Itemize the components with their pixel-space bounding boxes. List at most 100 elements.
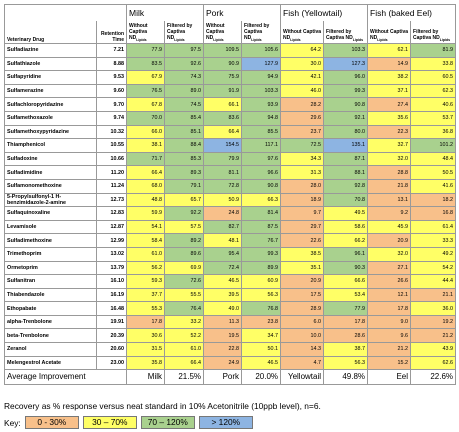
recovery: 65.7 (163, 192, 205, 208)
data-row: Ethopabate 16.48 55.3 76.4 49.0 76.8 28.9 77.9 1… (4, 301, 457, 316)
recovery: 103.3 (241, 83, 282, 99)
drug-name: Thiabendazole (4, 287, 97, 303)
retention-time: 23.00 (96, 355, 127, 371)
recovery: 70.8 (323, 192, 369, 208)
recovery: 76.4 (163, 301, 205, 316)
retention-time: 7.21 (96, 43, 127, 58)
recovery: 39.5 (203, 287, 243, 303)
recovery: 71.7 (126, 151, 165, 167)
recovery: 28.0 (280, 178, 325, 194)
recovery: 17.8 (126, 314, 165, 330)
recovery: 66.0 (126, 124, 165, 140)
recovery: 154.5 (203, 138, 243, 153)
recovery: 4.7 (280, 355, 325, 371)
recovery: 18.9 (280, 192, 325, 208)
recovery: 89.3 (163, 165, 205, 180)
drug-name: Thiamphenicol (4, 138, 97, 153)
recovery: 52.2 (163, 328, 205, 344)
recovery: 91.9 (203, 83, 243, 99)
retention-time: 10.66 (96, 151, 127, 167)
average-value: 22.6% (410, 369, 457, 386)
recovery: 58.6 (323, 219, 369, 235)
recovery: 58.4 (126, 233, 165, 248)
drug-name: Ethopabate (4, 301, 97, 316)
recovery: 10.0 (280, 328, 325, 344)
retention-time: 12.87 (96, 219, 127, 235)
recovery: 54.2 (410, 260, 457, 276)
recovery: 61.4 (410, 219, 457, 235)
drug-name: Sulfadimethoxine (4, 233, 97, 248)
recovery: 20.9 (280, 274, 325, 289)
recovery: 38.1 (126, 138, 165, 153)
recovery: 19.5 (203, 328, 243, 344)
data-row: Sulfadimidine 11.20 66.4 89.3 81.1 96.6 31.3 88… (4, 165, 457, 180)
recovery: 43.9 (410, 342, 457, 357)
drug-name: Melengestrol Acetate (4, 355, 97, 371)
sub-text: Without Captiva ND (283, 29, 322, 41)
recovery: 79.9 (203, 151, 243, 167)
recovery: 77.9 (323, 301, 369, 316)
recovery: 29.7 (280, 219, 325, 235)
recovery-table: Milk Pork Fish (Yellowtail) Fish (baked Eel… (4, 4, 457, 386)
recovery: 38.2 (367, 70, 412, 85)
recovery: 20.9 (367, 233, 412, 248)
drug-name: Sulfadoxine (4, 151, 97, 167)
recovery: 23.8 (241, 314, 282, 330)
recovery: 27.4 (367, 97, 412, 112)
recovery: 92.1 (323, 110, 369, 126)
recovery: 68.0 (126, 178, 165, 194)
recovery: 36.0 (410, 301, 457, 316)
data-row: Sulfathiazole 8.88 83.5 92.6 90.9 127.9 30.0 12… (4, 56, 457, 72)
recovery: 49.5 (323, 206, 369, 221)
drug-name: Sulfapyridine (4, 70, 97, 85)
recovery: 89.6 (163, 246, 205, 262)
recovery: 72.4 (203, 260, 243, 276)
recovery: 85.4 (163, 110, 205, 126)
data-row: Sulfamonomethoxine 11.24 68.0 79.1 72.8 90.8 2… (4, 178, 457, 194)
recovery: 62.1 (367, 43, 412, 58)
drug-name: 5-Propylsulfonyl-1 H-benzimidazole-2-ami… (4, 192, 97, 208)
recovery: 48.8 (126, 192, 165, 208)
recovery: 81.1 (203, 165, 243, 180)
recovery: 9.0 (367, 314, 412, 330)
recovery: 33.8 (410, 56, 457, 72)
recovery: 11.3 (203, 314, 243, 330)
sub-header: Filtered by Captiva NDLipids (323, 21, 369, 44)
recovery: 72.6 (163, 274, 205, 289)
recovery: 76.7 (241, 233, 282, 248)
data-row: Sulfaquinoxaline 12.83 59.9 92.2 24.8 81.4 9.7… (4, 206, 457, 221)
blank (4, 4, 127, 21)
data-row: Melengestrol Acetate 23.00 35.8 66.4 24.9 46.… (4, 355, 457, 371)
recovery: 17.5 (280, 287, 325, 303)
recovery: 16.8 (410, 206, 457, 221)
data-row: Ormetoprim 13.79 56.2 69.9 72.4 89.9 35.1 90.3 2… (4, 260, 457, 276)
recovery: 17.8 (323, 314, 369, 330)
recovery: 45.9 (367, 219, 412, 235)
recovery: 34.7 (241, 328, 282, 344)
rt-header: Retention Time (96, 21, 127, 44)
drug-name: Sulfamerazine (4, 83, 97, 99)
recovery: 57.5 (163, 219, 205, 235)
retention-time: 8.88 (96, 56, 127, 72)
recovery: 90.3 (323, 260, 369, 276)
recovery: 56.3 (241, 287, 282, 303)
recovery: 62.3 (410, 83, 457, 99)
retention-time: 16.19 (96, 287, 127, 303)
data-row: alpha-Trenbolone 19.91 17.8 33.2 11.3 23.8 6.0… (4, 314, 457, 330)
sub-sub: Lipids (352, 38, 364, 42)
recovery: 97.6 (241, 151, 282, 167)
drug-name: Sulfachloropyridazine (4, 97, 97, 112)
average-label: Average Improvement (4, 369, 127, 386)
recovery: 96.6 (241, 165, 282, 180)
recovery: 24.8 (203, 206, 243, 221)
recovery: 88.1 (323, 165, 369, 180)
recovery: 97.5 (163, 43, 205, 58)
sub-text: Without Captiva ND (129, 23, 148, 41)
recovery: 99.3 (323, 83, 369, 99)
sub-sub: Lipids (251, 38, 262, 42)
data-row: beta-Trenbolone 20.39 30.6 52.2 19.5 34.7 10.0… (4, 328, 457, 344)
retention-time: 20.60 (96, 342, 127, 357)
drug-name: Sulfadiazine (4, 43, 97, 58)
recovery: 35.1 (280, 260, 325, 276)
